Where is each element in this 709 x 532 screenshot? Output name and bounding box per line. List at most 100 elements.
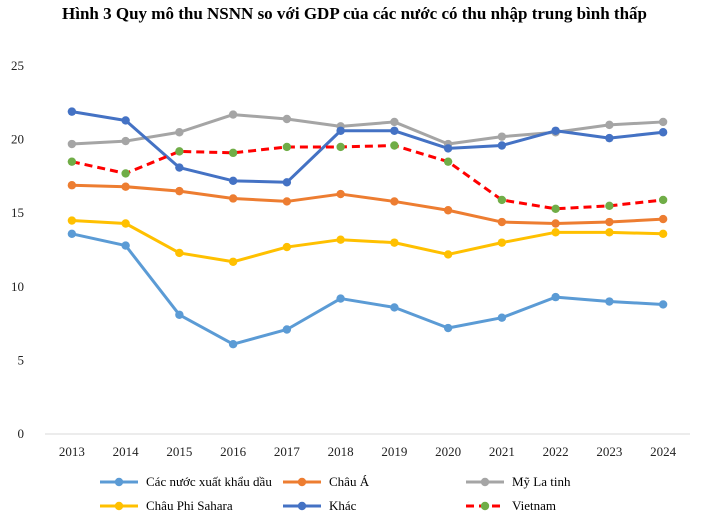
data-point <box>67 181 77 190</box>
data-point <box>228 257 238 266</box>
x-tick-label: 2013 <box>59 444 85 459</box>
x-tick-label: 2024 <box>650 444 677 459</box>
data-point <box>390 126 399 135</box>
y-tick-label: 0 <box>18 426 25 441</box>
data-point <box>67 229 77 239</box>
series-3 <box>67 216 668 266</box>
y-tick-label: 20 <box>11 132 24 147</box>
data-point <box>497 141 507 150</box>
series-1 <box>67 181 668 228</box>
y-tick-label: 15 <box>11 205 24 220</box>
data-point <box>67 139 77 149</box>
x-tick-label: 2017 <box>274 444 301 459</box>
data-point <box>443 323 453 333</box>
data-point <box>67 157 77 166</box>
data-point <box>336 142 345 152</box>
data-point <box>390 141 399 150</box>
legend-label: Các nước xuất khẩu dầu <box>146 474 272 489</box>
data-point <box>605 133 614 143</box>
x-tick-label: 2020 <box>435 444 461 459</box>
data-point <box>282 242 292 252</box>
data-point <box>175 248 184 258</box>
data-point <box>390 197 399 206</box>
legend-label: Châu Á <box>329 474 370 489</box>
data-point <box>175 163 184 172</box>
data-point <box>443 250 453 259</box>
data-point <box>497 238 507 247</box>
data-point <box>175 186 184 196</box>
legend-item: Châu Phi Sahara <box>100 498 233 513</box>
data-point <box>175 128 184 137</box>
data-point <box>336 126 345 135</box>
data-point <box>121 219 130 228</box>
data-point <box>605 228 614 237</box>
data-point <box>336 294 345 303</box>
data-point <box>228 148 238 158</box>
series-lines <box>67 107 668 349</box>
data-point <box>443 144 453 153</box>
data-point <box>497 132 507 141</box>
data-point <box>121 116 130 125</box>
data-point <box>658 300 668 309</box>
series-5 <box>67 141 668 213</box>
data-point <box>497 217 507 227</box>
legend-label: Vietnam <box>512 498 556 513</box>
data-point <box>67 216 77 225</box>
legend-swatch-marker <box>297 501 307 511</box>
data-point <box>605 297 614 306</box>
data-point <box>658 195 668 205</box>
legend-swatch-marker <box>480 501 490 511</box>
data-point <box>175 147 184 156</box>
legend-label: Khác <box>329 498 357 513</box>
data-point <box>497 313 507 322</box>
data-point <box>282 325 292 334</box>
legend-item: Châu Á <box>283 474 370 489</box>
data-point <box>605 217 614 227</box>
data-point <box>658 229 668 239</box>
series-4 <box>67 107 668 187</box>
data-point <box>175 310 184 319</box>
series-line <box>71 110 664 184</box>
x-tick-label: 2015 <box>166 444 192 459</box>
legend-swatch-marker <box>480 477 490 487</box>
series-line <box>71 232 664 346</box>
data-point <box>551 204 560 213</box>
data-point <box>605 201 614 211</box>
data-point <box>228 194 238 203</box>
data-point <box>228 340 238 349</box>
legend-item: Vietnam <box>466 498 556 513</box>
data-point <box>551 126 560 135</box>
series-line <box>71 219 664 264</box>
x-tick-label: 2019 <box>381 444 407 459</box>
data-point <box>121 169 130 178</box>
data-point <box>228 110 238 119</box>
data-point <box>121 136 130 146</box>
data-point <box>551 228 560 237</box>
legend-swatch-marker <box>114 501 124 511</box>
x-tick-label: 2023 <box>596 444 622 459</box>
data-point <box>390 117 399 127</box>
data-point <box>282 197 292 206</box>
legend-item: Các nước xuất khẩu dầu <box>100 474 272 489</box>
data-point <box>443 206 453 215</box>
data-point <box>336 235 345 244</box>
legend-item: Mỹ La tinh <box>466 474 571 489</box>
data-point <box>336 189 345 199</box>
data-point <box>605 120 614 130</box>
data-point <box>390 238 399 247</box>
y-tick-label: 25 <box>11 58 24 73</box>
legend-item: Khác <box>283 498 357 513</box>
legend: Các nước xuất khẩu dầu Châu Á Mỹ La tinh Ch… <box>100 474 571 513</box>
x-tick-label: 2016 <box>220 444 247 459</box>
axes: 0 5 10 15 20 25 2013 2014 2015 2016 2017 2018 2019 20… <box>11 58 690 459</box>
data-point <box>658 117 668 127</box>
y-tick-label: 5 <box>18 352 25 367</box>
x-tick-label: 2021 <box>489 444 515 459</box>
series-line <box>71 143 664 211</box>
data-point <box>443 157 453 166</box>
y-tick-label: 10 <box>11 279 24 294</box>
legend-label: Mỹ La tinh <box>512 474 571 489</box>
x-tick-label: 2018 <box>328 444 354 459</box>
x-tick-label: 2014 <box>113 444 140 459</box>
